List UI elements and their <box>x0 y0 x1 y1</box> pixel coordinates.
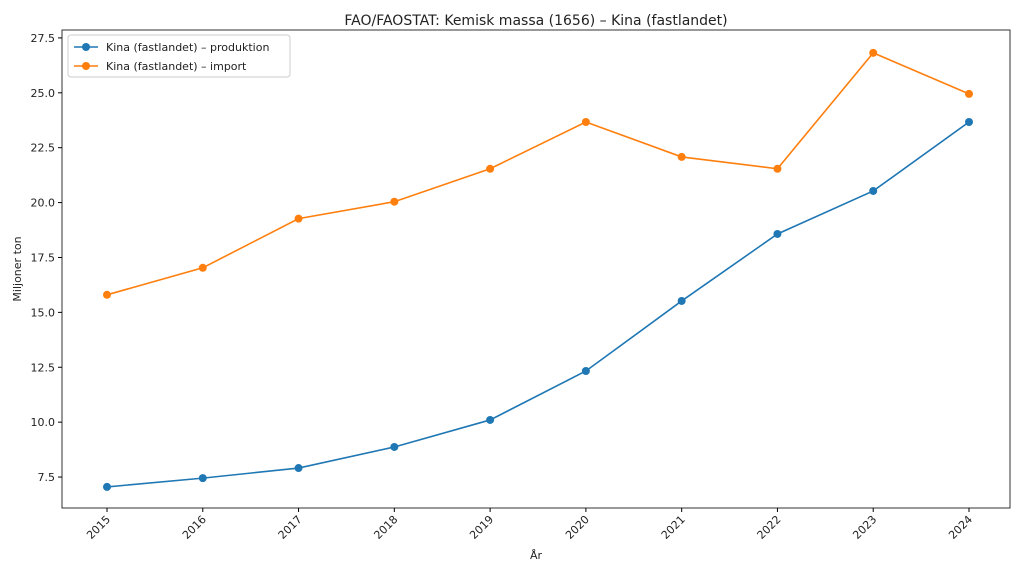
data-point <box>198 474 207 483</box>
y-tick-label: 25.0 <box>31 87 56 100</box>
data-point <box>869 186 878 195</box>
x-tick-label: 2023 <box>850 513 879 542</box>
data-point <box>390 197 399 206</box>
x-axis-label: År <box>530 549 543 562</box>
x-tick-label: 2016 <box>180 513 209 542</box>
data-point <box>486 164 495 173</box>
x-tick-label: 2017 <box>276 513 305 542</box>
legend: Kina (fastlandet) – produktion Kina (fast… <box>67 34 291 78</box>
y-tick-label: 7.5 <box>38 471 56 484</box>
data-point <box>581 117 590 126</box>
data-point <box>294 214 303 223</box>
data-point <box>677 152 686 161</box>
data-point <box>103 482 111 491</box>
data-point <box>965 89 973 98</box>
data-point <box>581 366 590 375</box>
data-point <box>869 48 878 57</box>
data-point <box>103 290 111 299</box>
x-tick-label: 2019 <box>467 513 496 542</box>
y-tick-label: 27.5 <box>31 32 56 45</box>
y-tick-label: 15.0 <box>31 306 56 319</box>
chart-title: FAO/FAOSTAT: Kemisk massa (1656) – Kina … <box>344 13 727 29</box>
x-tick-label: 2021 <box>659 513 688 542</box>
x-tick-label: 2024 <box>946 513 975 542</box>
x-tick-label: 2020 <box>563 513 592 542</box>
y-tick-label: 17.5 <box>31 251 56 264</box>
data-point <box>486 415 495 424</box>
legend-label: Kina (fastlandet) – import <box>106 60 247 73</box>
x-tick-label: 2022 <box>755 513 784 542</box>
series-line <box>106 121 970 488</box>
y-tick-label: 10.0 <box>31 416 56 429</box>
y-tick-label: 20.0 <box>31 197 56 210</box>
y-axis-label: Miljoner ton <box>11 236 24 301</box>
data-point <box>773 164 782 173</box>
y-tick-label: 12.5 <box>31 361 56 374</box>
x-tick-label: 2015 <box>84 513 113 542</box>
data-point <box>773 229 782 238</box>
plot-area <box>61 29 1011 509</box>
legend-marker <box>82 43 90 51</box>
data-point <box>198 263 207 272</box>
data-point <box>677 296 686 305</box>
series-line <box>106 51 970 296</box>
data-point <box>294 464 303 473</box>
data-point <box>390 442 399 451</box>
x-tick-label: 2018 <box>371 513 400 542</box>
y-tick-label: 22.5 <box>31 142 56 155</box>
legend-marker <box>82 62 90 70</box>
data-point <box>965 117 973 126</box>
legend-label: Kina (fastlandet) – produktion <box>106 41 269 54</box>
